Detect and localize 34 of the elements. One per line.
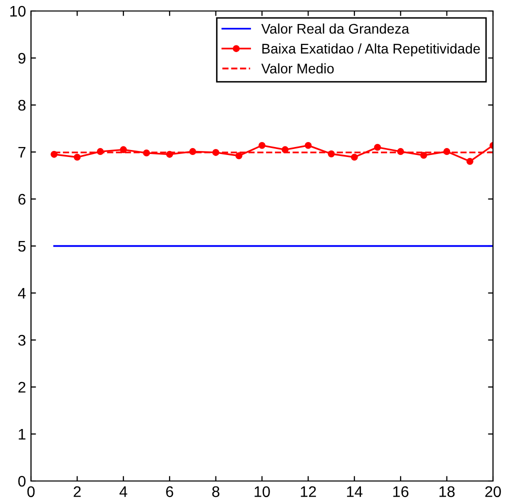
y-tick-label: 8 — [18, 100, 26, 111]
x-tick-label: 2 — [74, 486, 81, 497]
legend-label: Baixa Exatidao / Alta Repetitividade — [262, 43, 480, 56]
x-tick-label: 14 — [347, 486, 362, 497]
y-tick-label: 9 — [18, 52, 26, 64]
x-tick-label: 16 — [393, 486, 408, 498]
x-tick-label: 20 — [485, 486, 501, 498]
y-tick-label: 7 — [18, 147, 26, 158]
x-tick-label: 8 — [212, 486, 220, 498]
y-tick-label: 6 — [18, 194, 26, 205]
y-tick-label: 4 — [18, 288, 26, 299]
x-tick-label: 6 — [166, 486, 174, 498]
point — [235, 152, 242, 160]
y-tick-label: 10 — [10, 6, 26, 17]
point — [74, 154, 81, 161]
point — [304, 142, 312, 149]
y-tick-label: 5 — [18, 241, 26, 252]
x-tick-label: 10 — [254, 486, 270, 498]
y-tick-label: 0 — [18, 476, 26, 487]
x-tick-label: 4 — [120, 486, 128, 497]
x-tick-label: 12 — [300, 486, 316, 497]
y-tick-label: 3 — [18, 334, 26, 346]
legend-label: Valor Medio — [261, 63, 334, 74]
point — [120, 146, 127, 154]
x-tick-label: 0 — [27, 486, 35, 498]
point — [466, 158, 474, 165]
point — [258, 142, 266, 149]
y-tick-label: 2 — [18, 382, 26, 393]
legend-label: Valor Real da Grandeza — [261, 24, 410, 34]
y-tick-label: 1 — [18, 429, 26, 440]
point — [374, 144, 381, 151]
x-tick-label: 18 — [439, 486, 455, 498]
point — [350, 154, 358, 161]
point — [420, 152, 428, 159]
